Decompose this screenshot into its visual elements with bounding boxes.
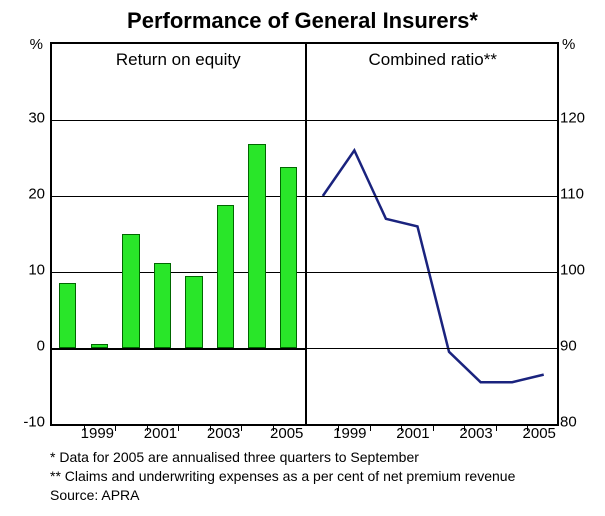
y-tick-label-right: 100 <box>560 262 600 279</box>
x-tick <box>178 424 179 431</box>
bar <box>280 167 297 348</box>
x-tick <box>433 424 434 431</box>
gridline <box>307 348 560 349</box>
bar <box>154 263 171 348</box>
bar <box>248 144 265 348</box>
gridline <box>52 196 305 197</box>
y-tick-label-left: 0 <box>5 338 45 355</box>
y-tick-label-left: 10 <box>5 262 45 279</box>
gridline <box>307 272 560 273</box>
y-tick-label-right: 90 <box>560 338 600 355</box>
bar <box>59 283 76 348</box>
bar <box>185 276 202 348</box>
x-tick-label: 1999 <box>333 425 366 442</box>
y-tick-label-left: -10 <box>5 414 45 431</box>
y-tick-label-right: 80 <box>560 414 600 431</box>
y-unit-right: % <box>562 36 575 53</box>
line-chart-svg <box>307 44 560 424</box>
footnotes: * Data for 2005 are annualised three qua… <box>50 448 515 505</box>
x-tick-label: 2003 <box>459 425 492 442</box>
x-tick <box>496 424 497 431</box>
footnote-source: Source: APRA <box>50 486 515 505</box>
x-tick-label: 2003 <box>207 425 240 442</box>
bar <box>91 344 108 348</box>
chart-title: Performance of General Insurers* <box>0 0 605 34</box>
gridline <box>52 272 305 273</box>
y-tick-label-left: 30 <box>5 110 45 127</box>
y-tick-label-right: 120 <box>560 110 600 127</box>
panel-return-on-equity: Return on equity <box>52 44 305 424</box>
bar <box>122 234 139 348</box>
gridline <box>52 348 305 350</box>
plot-left <box>52 44 305 424</box>
y-tick-label-right: 110 <box>560 186 600 203</box>
x-tick-label: 1999 <box>81 425 114 442</box>
footnote-1: * Data for 2005 are annualised three qua… <box>50 448 515 467</box>
gridline <box>307 196 560 197</box>
gridline <box>307 120 560 121</box>
x-tick-label: 2005 <box>523 425 556 442</box>
plot-right <box>307 44 560 424</box>
y-tick-label-left: 20 <box>5 186 45 203</box>
x-tick-label: 2001 <box>144 425 177 442</box>
bar <box>217 205 234 348</box>
y-unit-left: % <box>30 36 43 53</box>
gridline <box>52 120 305 121</box>
x-tick-label: 2005 <box>270 425 303 442</box>
chart-area: Return on equity Combined ratio** <box>50 42 559 426</box>
footnote-2: ** Claims and underwriting expenses as a… <box>50 467 515 486</box>
panel-combined-ratio: Combined ratio** <box>305 44 560 424</box>
x-tick <box>241 424 242 431</box>
x-tick-label: 2001 <box>396 425 429 442</box>
chart-container: Performance of General Insurers* % % Ret… <box>0 0 605 516</box>
x-tick <box>370 424 371 431</box>
x-tick <box>115 424 116 431</box>
